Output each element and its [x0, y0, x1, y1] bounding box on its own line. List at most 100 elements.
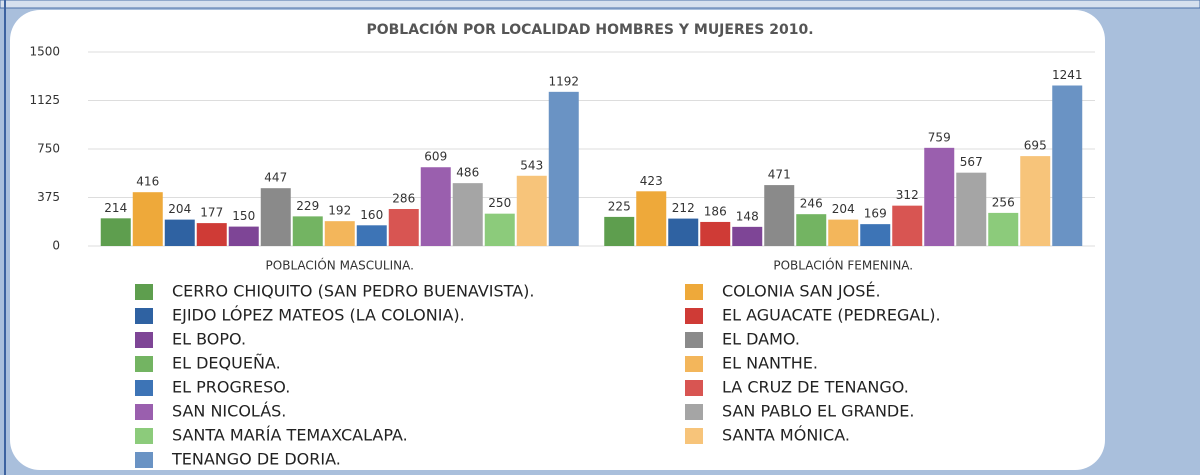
- bar: [924, 147, 955, 246]
- data-label: 423: [640, 174, 663, 188]
- legend-label: LA CRUZ DE TENANGO.: [722, 378, 909, 397]
- data-label: 447: [264, 171, 287, 185]
- legend-label: SAN NICOLÁS.: [172, 402, 286, 421]
- legend-swatch: [135, 428, 153, 444]
- legend-label: EL PROGRESO.: [172, 378, 290, 397]
- data-label: 1192: [548, 74, 579, 88]
- legend-label: EL AGUACATE (PEDREGAL).: [722, 306, 941, 325]
- y-tick-label: 750: [37, 142, 60, 156]
- bar: [1052, 85, 1083, 246]
- data-label: 177: [200, 206, 223, 220]
- bar: [796, 214, 827, 246]
- x-tick-label: POBLACIÓN FEMENINA.: [773, 258, 913, 273]
- legend-label: SANTA MARÍA TEMAXCALAPA.: [172, 426, 408, 445]
- data-label: 246: [800, 197, 823, 211]
- legend-label: EL BOPO.: [172, 330, 246, 349]
- data-label: 609: [424, 150, 447, 164]
- legend-label: EL NANTHE.: [722, 354, 818, 373]
- data-label: 312: [896, 188, 919, 202]
- data-label: 150: [232, 209, 255, 223]
- legend-label: EL DEQUEÑA.: [172, 354, 281, 373]
- bar: [260, 188, 291, 246]
- legend-swatch: [685, 308, 703, 324]
- bar: [164, 219, 195, 246]
- bar: [828, 219, 859, 246]
- data-label: 169: [864, 207, 887, 221]
- chart-title: POBLACIÓN POR LOCALIDAD HOMBRES Y MUJERE…: [366, 20, 813, 38]
- data-label: 486: [456, 166, 479, 180]
- bar: [516, 175, 547, 246]
- bar: [132, 192, 163, 246]
- data-label: 212: [672, 201, 695, 215]
- legend-swatch: [135, 380, 153, 396]
- bar: [452, 183, 483, 246]
- legend-label: COLONIA SAN JOSÉ.: [722, 282, 881, 301]
- data-label: 204: [832, 202, 855, 216]
- legend-label: TENANGO DE DORIA.: [171, 450, 341, 469]
- data-label: 759: [928, 130, 951, 144]
- legend-swatch: [685, 404, 703, 420]
- bar: [356, 225, 387, 246]
- data-label: 1241: [1052, 68, 1083, 82]
- data-label: 186: [704, 204, 727, 218]
- bar: [1020, 156, 1051, 246]
- legend-swatch: [135, 404, 153, 420]
- bar: [668, 218, 699, 246]
- data-label: 695: [1024, 139, 1047, 153]
- legend-label: CERRO CHIQUITO (SAN PEDRO BUENAVISTA).: [172, 282, 534, 301]
- data-label: 256: [992, 195, 1015, 209]
- data-label: 148: [736, 209, 759, 223]
- data-label: 543: [520, 158, 543, 172]
- data-label: 567: [960, 155, 983, 169]
- legend-swatch: [685, 380, 703, 396]
- bar: [228, 226, 259, 246]
- data-label: 250: [488, 196, 511, 210]
- x-tick-label: POBLACIÓN MASCULINA.: [266, 258, 414, 273]
- bar: [956, 172, 987, 246]
- legend-swatch: [685, 428, 703, 444]
- bar: [484, 213, 515, 246]
- bar: [892, 205, 923, 246]
- y-tick-label: 0: [52, 239, 60, 253]
- bar: [196, 223, 227, 246]
- data-label: 229: [296, 199, 319, 213]
- table-strip: [0, 0, 1200, 9]
- bar: [636, 191, 667, 246]
- bar: [292, 216, 323, 246]
- legend-label: SANTA MÓNICA.: [722, 426, 850, 445]
- legend-swatch: [685, 332, 703, 348]
- y-tick-label: 1125: [29, 93, 60, 107]
- bar: [548, 91, 579, 247]
- data-label: 192: [328, 204, 351, 218]
- bar: [732, 226, 763, 246]
- legend-swatch: [135, 332, 153, 348]
- bar: [700, 221, 731, 246]
- legend-swatch: [685, 356, 703, 372]
- data-label: 204: [168, 202, 191, 216]
- legend-swatch: [135, 308, 153, 324]
- bar: [388, 209, 419, 246]
- bar: [860, 224, 891, 246]
- data-label: 471: [768, 168, 791, 182]
- data-label: 416: [136, 175, 159, 189]
- legend-swatch: [685, 284, 703, 300]
- bar: [604, 216, 635, 246]
- bar: [764, 185, 795, 246]
- bar: [100, 218, 131, 246]
- data-label: 214: [104, 201, 127, 215]
- data-label: 160: [360, 208, 383, 222]
- bar: [324, 221, 355, 246]
- legend-swatch: [135, 356, 153, 372]
- data-label: 286: [392, 192, 415, 206]
- y-tick-label: 1500: [29, 45, 60, 59]
- legend-label: SAN PABLO EL GRANDE.: [722, 402, 914, 421]
- data-label: 225: [608, 199, 631, 213]
- legend-swatch: [135, 452, 153, 468]
- legend-label: EJIDO LÓPEZ MATEOS (LA COLONIA).: [172, 306, 465, 325]
- y-tick-label: 375: [37, 190, 60, 204]
- bar: [988, 212, 1019, 246]
- legend-swatch: [135, 284, 153, 300]
- bar: [420, 167, 451, 246]
- legend-label: EL DAMO.: [722, 330, 800, 349]
